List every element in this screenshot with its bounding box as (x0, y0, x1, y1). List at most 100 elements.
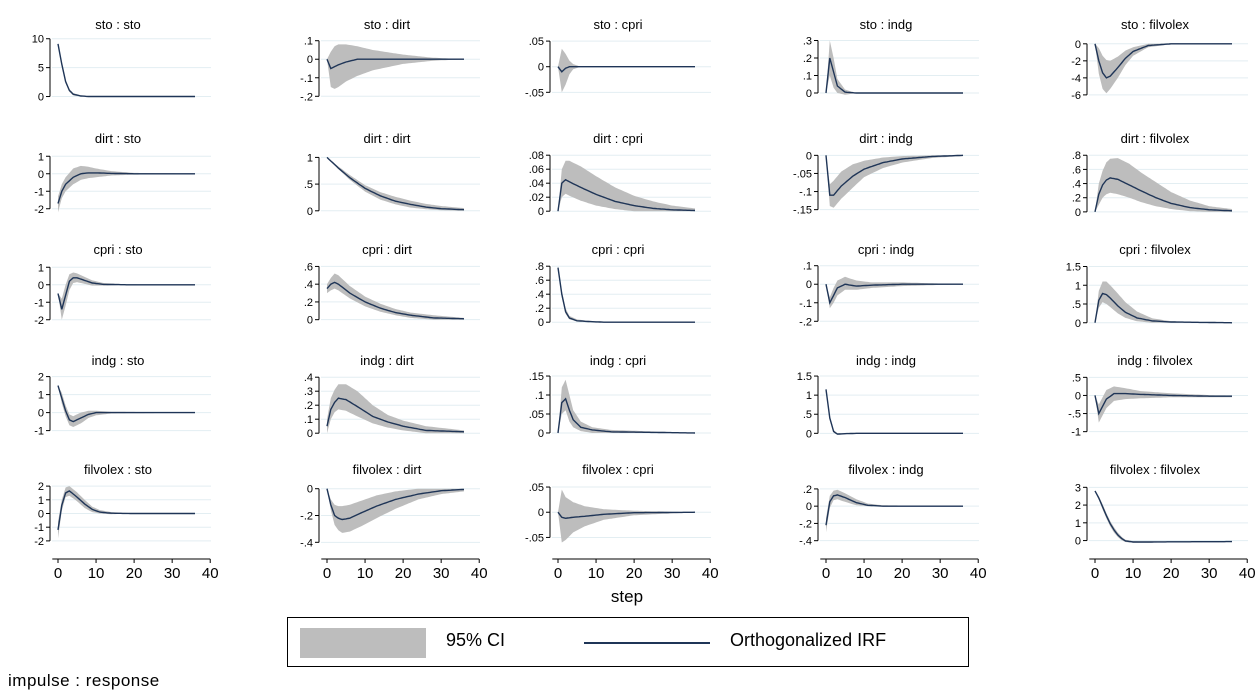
y-tick-label: -6 (1071, 90, 1081, 102)
y-tick-label: 0 (307, 54, 313, 66)
irf-line (557, 397, 696, 434)
ci-band (826, 155, 963, 208)
irf-line (57, 43, 195, 98)
irf-line (326, 58, 464, 70)
y-tick-label: 1 (1075, 280, 1081, 292)
irf-panel: filvolex : indg .2 0 -.2 -.4 (799, 462, 979, 548)
x-tick-label: 30 (433, 565, 450, 582)
y-tick-label: 0 (538, 206, 544, 218)
irf-line (825, 389, 963, 435)
irf-line (825, 57, 963, 94)
x-tick-label: 20 (894, 565, 911, 582)
y-tick-label: .15 (529, 371, 544, 383)
y-tick-label: .5 (1072, 299, 1081, 311)
panel-title: sto : sto (95, 17, 141, 32)
y-tick-label: -.05 (525, 87, 544, 99)
irf-line (1094, 490, 1232, 543)
y-tick-label: 10 (32, 34, 44, 46)
y-tick-label: .8 (535, 261, 544, 273)
x-axis-title: step (611, 587, 643, 606)
irf-panel: cpri : dirt .6 .4 .2 0 (304, 242, 480, 327)
y-tick-label: -.1 (799, 187, 812, 199)
y-tick-label: 0 (538, 507, 544, 519)
y-tick-label: -.2 (799, 316, 812, 328)
irf-line (1094, 392, 1232, 416)
y-tick-label: 0 (1075, 390, 1081, 402)
y-tick-label: 0 (538, 62, 544, 74)
step-axis: 0 10 20 30 40 (552, 558, 719, 582)
irf-line (57, 172, 195, 204)
y-tick-label: -2 (34, 536, 44, 548)
irf-line (825, 154, 964, 196)
y-tick-label: 0 (1075, 318, 1081, 330)
y-tick-label: .3 (803, 36, 812, 48)
x-tick-label: 20 (1163, 565, 1180, 582)
ci-band (58, 272, 195, 320)
step-axis: 0 10 20 30 40 (52, 558, 219, 582)
y-tick-label: .1 (304, 414, 313, 426)
impulse-response-note: impulse : response (8, 671, 160, 690)
irf-panel: filvolex : sto 2 1 0-1 -2 (34, 462, 211, 548)
irf-line (326, 488, 465, 521)
y-tick-label: -1 (34, 297, 44, 309)
irf-line (557, 178, 696, 212)
y-tick-label: 1 (1075, 518, 1081, 530)
irf-panel: indg : filvolex .5 0 -.5 -1 (1068, 353, 1248, 439)
x-tick-label: 20 (626, 565, 643, 582)
y-tick-label: 0 (38, 169, 44, 181)
y-tick-label: 5 (38, 63, 44, 75)
x-tick-label: 0 (323, 565, 331, 582)
irf-line (825, 283, 963, 305)
y-tick-label: -1 (34, 186, 44, 198)
y-tick-label: .6 (304, 261, 313, 273)
ci-band (1095, 490, 1232, 543)
y-tick-label: 3 (1075, 482, 1081, 494)
y-tick-label: .3 (304, 386, 313, 398)
y-tick-label: -.1 (300, 73, 313, 85)
irf-legend-label: Orthogonalized IRF (730, 630, 887, 650)
y-tick-label: .4 (535, 289, 544, 301)
y-tick-label: -.1 (799, 298, 812, 310)
irf-line (825, 494, 963, 526)
ci-band (826, 40, 963, 95)
y-tick-label: -.2 (300, 511, 313, 523)
panel-title: filvolex : dirt (353, 462, 422, 477)
x-tick-label: 40 (1239, 565, 1256, 582)
y-tick-label: 0 (38, 509, 44, 521)
y-tick-label: -.2 (799, 518, 812, 530)
y-tick-label: -1 (1071, 427, 1081, 439)
panel-title: filvolex : sto (84, 462, 152, 477)
y-tick-label: -2 (34, 315, 44, 327)
irf-panel: dirt : cpri .08 .06 .04 .02 0 (529, 131, 711, 218)
panel-title: indg : dirt (360, 353, 414, 368)
irf-line (326, 397, 465, 433)
irf-line (57, 490, 195, 531)
ci-band (58, 385, 195, 427)
step-axis: 0 10 20 30 40 (1089, 558, 1256, 582)
irf-panel: indg : cpri .15 .1 .05 0 (529, 353, 711, 440)
irf-panel: sto : dirt .1 0 -.1 -.2 (300, 17, 480, 103)
y-tick-label: .5 (803, 409, 812, 421)
panel-title: dirt : indg (859, 131, 912, 146)
ci-band (327, 157, 464, 211)
irf-line (1094, 177, 1233, 213)
ci-band-swatch (300, 628, 426, 658)
y-tick-label: 0 (38, 280, 44, 292)
irf-panel: filvolex : cpri .05 0 -.05 (525, 462, 711, 544)
x-tick-label: 20 (395, 565, 412, 582)
y-tick-label: 2 (1075, 500, 1081, 512)
y-tick-label: .5 (1072, 372, 1081, 384)
y-tick-label: -1 (34, 522, 44, 534)
irf-line-swatch (584, 642, 710, 644)
ci-band (826, 389, 963, 435)
x-tick-label: 40 (202, 565, 219, 582)
x-tick-label: 0 (1091, 565, 1099, 582)
y-tick-label: 2 (38, 481, 44, 493)
y-tick-label: 1 (38, 495, 44, 507)
y-tick-label: .1 (803, 261, 812, 273)
y-tick-label: 0 (806, 428, 812, 440)
